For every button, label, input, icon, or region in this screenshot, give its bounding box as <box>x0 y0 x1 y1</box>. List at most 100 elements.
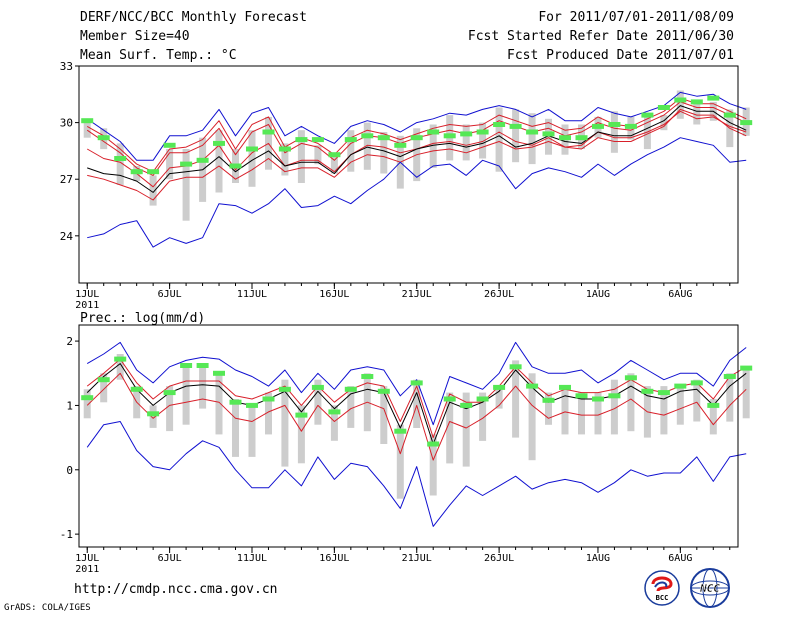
chart0-mean-marker <box>147 169 160 175</box>
chart0-range-box <box>462 124 470 161</box>
chart1-x-tick-label: 21JUL <box>402 553 432 564</box>
chart1-x-tick-label: 1JUL <box>75 553 99 564</box>
chart0-mean-marker <box>427 129 440 135</box>
chart1-mean-marker <box>559 384 571 390</box>
chart1-range-box <box>561 386 569 435</box>
chart1-y-tick-label: 0 <box>66 464 73 477</box>
chart1-x-tick-label: 6JUL <box>158 553 182 564</box>
chart1-range-box <box>479 392 487 441</box>
variable-label: Mean Surf. Temp.: °C <box>80 48 237 63</box>
chart1-series-red-upper <box>86 358 747 439</box>
chart0-range-box <box>330 152 338 174</box>
chart1-mean-marker <box>443 396 456 402</box>
chart1-mean-marker <box>311 384 324 390</box>
chart1-range-box <box>248 405 256 457</box>
chart0-mean-marker <box>608 122 621 127</box>
chart1-mean-marker <box>246 402 258 408</box>
chart1-range-box <box>281 379 289 467</box>
chart1-range-box <box>83 389 91 419</box>
chart1-mean-marker <box>493 384 506 390</box>
chart1-series-blue-upper <box>86 341 747 426</box>
chart0-mean-marker <box>213 140 225 146</box>
chart0-mean-marker <box>559 135 571 141</box>
chart1-mean-marker <box>130 386 143 392</box>
chart0-mean-marker <box>592 123 604 129</box>
chart1-mean-marker <box>97 377 110 383</box>
member-size: Member Size=40 <box>80 29 190 44</box>
chart0-mean-marker <box>311 137 324 143</box>
chart1-range-box <box>265 392 272 435</box>
chart0-mean-marker <box>526 129 539 135</box>
chart0-mean-marker <box>410 135 423 141</box>
chart0-mean-marker <box>81 118 94 124</box>
chart1-mean-marker <box>509 364 522 370</box>
chart0-mean-marker <box>361 133 374 139</box>
chart0-mean-marker <box>262 129 275 135</box>
ncc-logo-text: NCC <box>699 582 720 595</box>
chart0-x-tick-label: 1JUL <box>75 289 99 300</box>
chart0-range-box <box>495 107 503 172</box>
chart0-mean-marker <box>690 99 703 105</box>
chart1-mean-marker <box>180 363 193 368</box>
chart0-range-box <box>545 118 552 155</box>
chart0-range-box <box>528 113 536 165</box>
chart0-range-box <box>314 145 322 165</box>
chart0-mean-marker <box>723 112 736 118</box>
chart0-range-box <box>380 132 388 174</box>
chart0-mean-marker <box>624 123 637 129</box>
chart1-mean-marker <box>707 402 720 408</box>
chart0-x-tick-label: 16JUL <box>319 289 349 300</box>
chart1-mean-marker <box>361 374 374 379</box>
chart1-mean-marker <box>295 412 308 418</box>
chart0-mean-marker <box>575 135 588 141</box>
chart1-x-tick-label: 1AUG <box>586 553 610 564</box>
chart0-mean-marker <box>130 169 143 175</box>
chart0-range-box <box>248 130 256 187</box>
chart1-range-box <box>314 379 322 425</box>
chart1-frame <box>78 324 739 548</box>
chart1-range-box <box>693 379 701 422</box>
chart0-range-box <box>347 130 355 172</box>
chart1-mean-marker <box>377 388 390 394</box>
chart1-mean-marker <box>196 363 209 368</box>
chart1-x-tick-label: 6AUG <box>668 553 692 564</box>
chart1-mean-marker <box>526 383 539 389</box>
chart0-mean-marker <box>97 135 110 141</box>
chart1-range-box <box>528 373 536 461</box>
chart0-mean-marker <box>344 137 357 143</box>
chart0-x-tick-label: 1AUG <box>586 289 610 300</box>
chart1-range-box <box>709 399 717 435</box>
chart1-range-box <box>462 392 470 467</box>
chart1-mean-marker <box>641 388 654 394</box>
chart0-range-box <box>363 122 371 170</box>
chart0-y-tick-label: 24 <box>60 230 74 243</box>
chart1-range-box <box>182 366 190 425</box>
chart1-range-box <box>297 405 305 464</box>
chart0-series-black-mean <box>87 105 747 193</box>
chart0-year-label: 2011 <box>75 300 99 311</box>
chart1-range-box <box>578 392 585 435</box>
chart1-range-box <box>232 399 239 457</box>
bcc-logo: BCC <box>644 570 680 606</box>
chart0-range-box <box>182 149 190 221</box>
chart1-mean-marker <box>476 396 489 402</box>
fcst-started-date: Fcst Started Refer Date 2011/06/30 <box>467 29 734 44</box>
chart0-mean-marker <box>328 152 341 158</box>
chart0-frame <box>78 65 739 284</box>
chart0-range-box <box>660 115 668 131</box>
chart0-range-box <box>693 101 701 125</box>
chart0-x-tick-label: 21JUL <box>402 289 432 300</box>
source-url: http://cmdp.ncc.cma.gov.cn <box>74 582 278 597</box>
chart0-mean-marker <box>163 142 176 148</box>
chart0-mean-marker <box>246 146 258 152</box>
chart1-y-tick-label: -1 <box>60 528 73 541</box>
precip-panel-label: Prec.: log(mm/d) <box>80 311 205 326</box>
chart0-mean-marker <box>542 131 555 137</box>
chart0-series-red-lowest <box>87 108 747 201</box>
chart1-mean-marker <box>278 386 291 392</box>
chart1-mean-marker <box>690 380 703 386</box>
chart1-range-box <box>742 366 750 419</box>
chart0-mean-marker <box>394 142 407 148</box>
chart0-range-box <box>479 122 487 159</box>
chart1-range-box <box>396 424 404 499</box>
